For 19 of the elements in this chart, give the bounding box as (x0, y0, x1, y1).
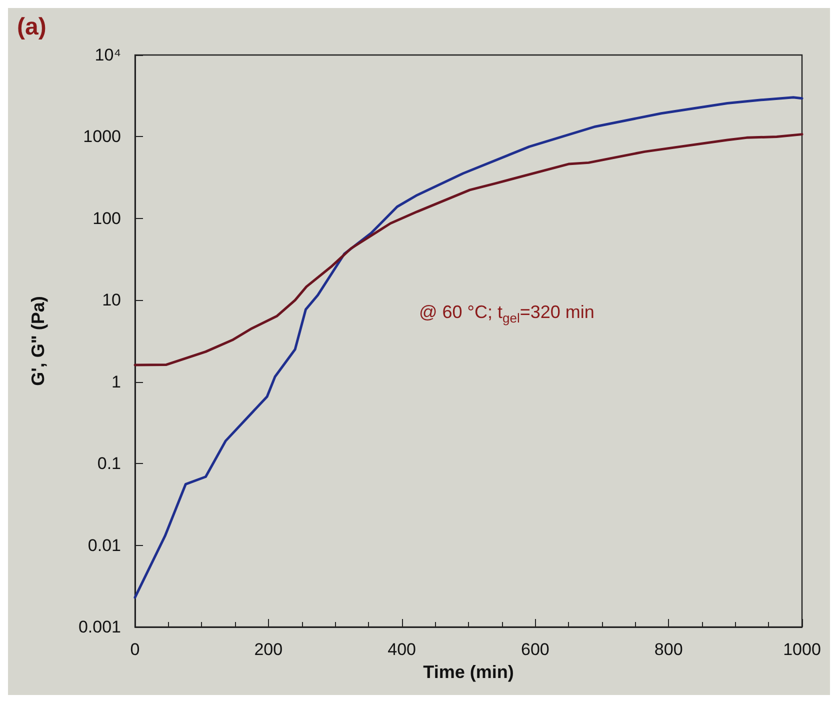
line-series (134, 96, 804, 599)
y-tick-label: 10 (102, 290, 121, 310)
x-tick-label: 600 (521, 640, 550, 659)
y-tick-label: 0.01 (88, 536, 121, 555)
y-tick-label: 0.001 (78, 618, 121, 636)
y-tick-label: 1 (112, 372, 121, 392)
y-tick-label: 100 (92, 208, 121, 228)
x-tick-label: 400 (388, 640, 416, 659)
chart-title: (a) (17, 14, 46, 40)
y-tick-label: 10⁴ (94, 46, 121, 64)
line-series (134, 133, 804, 366)
x-tick-label: 1000 (783, 640, 821, 659)
y-axis-title: G', G" (Pa) (28, 296, 48, 386)
x-tick-label: 800 (654, 640, 683, 659)
x-tick-label: 200 (254, 640, 283, 659)
y-tick-label: 1000 (83, 127, 121, 146)
y-tick-label: 0.1 (97, 454, 121, 474)
x-axis-title: Time (min) (423, 662, 514, 682)
x-tick-label: 0 (130, 640, 140, 659)
